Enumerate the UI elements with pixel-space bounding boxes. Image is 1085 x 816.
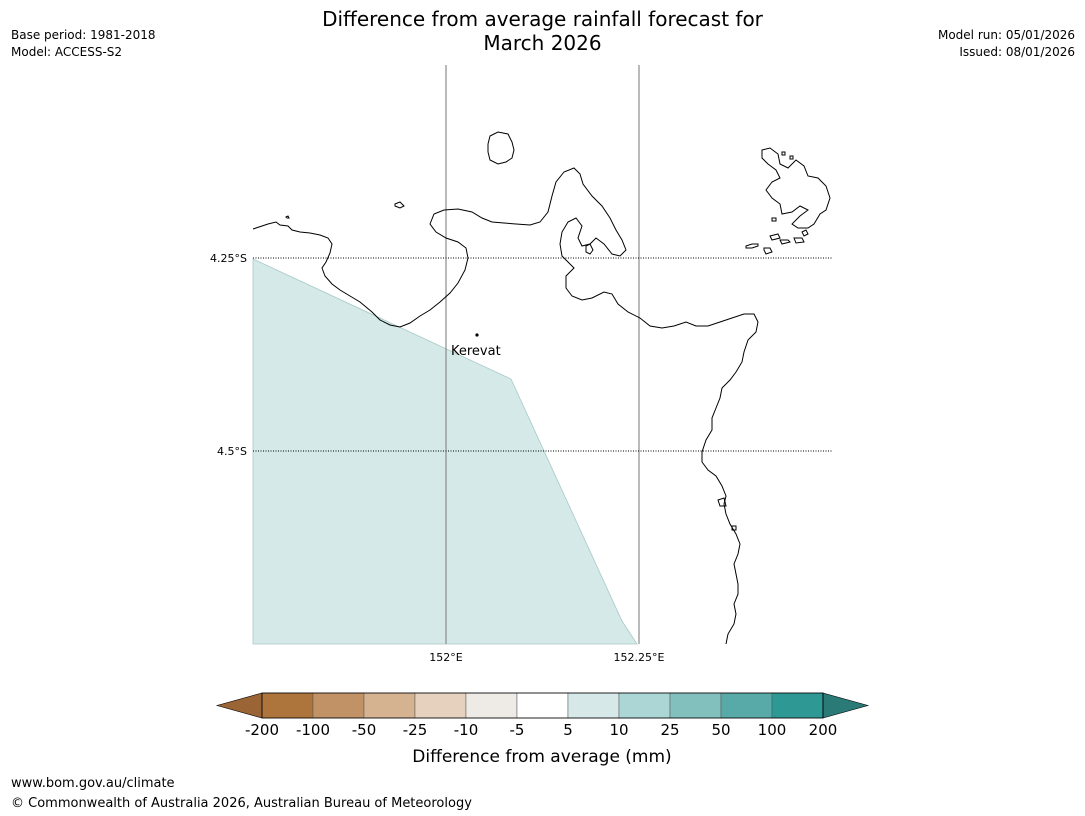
- colorbar-segment: [363, 692, 416, 719]
- lon-label-152e: 152°E: [429, 651, 462, 664]
- forecast-region-5-10mm: [252, 258, 638, 645]
- colorbar-tick-label: 100: [758, 721, 787, 739]
- chart-title: Difference from average rainfall forecas…: [0, 7, 1085, 55]
- title-line-2: March 2026: [483, 31, 602, 55]
- island-east-3: [779, 239, 791, 245]
- kerevat-marker: [475, 333, 479, 337]
- colorbar-tick-label: -5: [510, 721, 525, 739]
- island-north: [487, 131, 515, 165]
- colorbar: -200 -100 -50 -25 -10 -5 5 10 25 50 100 200: [215, 692, 870, 739]
- colorbar-segment: [516, 692, 569, 719]
- coast-inlet-1: [717, 497, 727, 507]
- islet-east-9: [771, 217, 777, 222]
- colorbar-tick-label: 50: [711, 721, 730, 739]
- kerevat-label: Kerevat: [451, 344, 501, 359]
- issued-text: Issued: 08/01/2026: [959, 45, 1075, 59]
- colorbar-tick-label: -200: [245, 721, 279, 739]
- colorbar-tick-label: 25: [660, 721, 679, 739]
- colorbar-tick-label: -50: [352, 721, 377, 739]
- island-east-6: [801, 229, 809, 237]
- model-run-text: Model run: 05/01/2026: [937, 28, 1075, 42]
- footer-url: www.bom.gov.au/climate: [11, 776, 175, 791]
- colorbar-segment: [720, 692, 773, 719]
- colorbar-tick-label: -25: [403, 721, 428, 739]
- colorbar-segment: [465, 692, 518, 719]
- islet-bay: [585, 243, 594, 255]
- colorbar-label: Difference from average (mm): [412, 747, 671, 767]
- lat-label-4-5s: 4.5°S: [217, 445, 247, 458]
- islet-east-8: [789, 155, 794, 160]
- colorbar-segment: [312, 692, 365, 719]
- base-period-text: Base period: 1981-2018: [11, 28, 156, 42]
- island-east-2: [763, 247, 773, 255]
- lat-label-4-25s: 4.25°S: [210, 252, 247, 265]
- islet-west: [285, 215, 290, 219]
- colorbar-extend-low: [215, 692, 263, 719]
- colorbar-tick-label: -100: [296, 721, 330, 739]
- colorbar-tick-label: 200: [809, 721, 838, 739]
- colorbar-segment: [261, 692, 314, 719]
- lon-label-152-25e: 152.25°E: [614, 651, 665, 664]
- meta-left: Base period: 1981-2018 Model: ACCESS-S2: [11, 27, 156, 61]
- island-east-5: [769, 233, 781, 241]
- meta-right: Model run: 05/01/2026 Issued: 08/01/2026: [938, 27, 1075, 61]
- model-text: Model: ACCESS-S2: [11, 45, 123, 59]
- island-small-west: [394, 201, 405, 209]
- coast-inlet-2: [731, 525, 737, 531]
- colorbar-tick-label: 5: [563, 721, 573, 739]
- colorbar-segment: [618, 692, 671, 719]
- colorbar-segment: [771, 692, 824, 719]
- colorbar-segment: [414, 692, 467, 719]
- island-east-1: [745, 243, 759, 249]
- duke-of-york-islands: [761, 147, 831, 229]
- colorbar-extend-high: [822, 692, 870, 719]
- title-line-1: Difference from average rainfall forecas…: [322, 7, 763, 31]
- colorbar-segment: [567, 692, 620, 719]
- colorbar-tick-label: 10: [609, 721, 628, 739]
- islet-east-7: [781, 151, 786, 156]
- coastline: [252, 131, 831, 645]
- colorbar-outline: [261, 692, 824, 719]
- colorbar-tick-label: -10: [454, 721, 479, 739]
- footer-copyright: © Commonwealth of Australia 2026, Austra…: [11, 796, 472, 811]
- island-east-4: [793, 237, 805, 244]
- colorbar-segment: [669, 692, 722, 719]
